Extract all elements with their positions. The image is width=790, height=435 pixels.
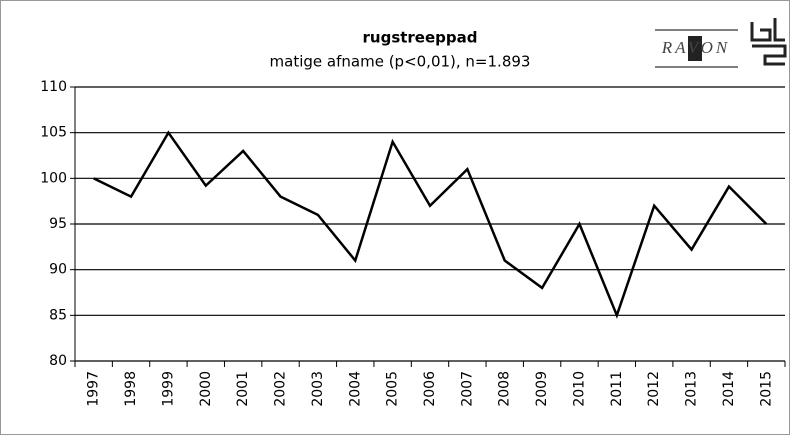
x-tick-label: 2009 <box>534 371 550 407</box>
x-tick-label: 2007 <box>459 371 475 407</box>
x-tick-label: 2013 <box>684 371 700 407</box>
x-tick-label: 2006 <box>422 371 438 407</box>
chart-subtitle: matige afname (p<0,01), n=1.893 <box>270 53 531 71</box>
y-tick-label: 90 <box>49 262 67 278</box>
x-tick-label: 2010 <box>571 371 587 407</box>
cbs-logo <box>750 18 787 66</box>
x-tick-label: 1997 <box>86 371 102 407</box>
x-tick-label: 2012 <box>646 371 662 407</box>
x-tick-label: 2014 <box>721 371 737 407</box>
x-tick-label: 2008 <box>497 371 513 407</box>
ravon-logo: RAVON <box>655 29 738 68</box>
x-tick-label: 2004 <box>347 371 363 407</box>
data-line <box>93 130 768 319</box>
x-tick-label: 1999 <box>160 371 176 407</box>
chart-title: rugstreeppad <box>363 29 478 47</box>
y-tick-label: 110 <box>40 79 67 95</box>
y-tick-label: 85 <box>49 307 67 323</box>
y-tick-label: 95 <box>49 216 67 232</box>
y-tick-label: 105 <box>40 125 67 141</box>
x-tick-label: 2003 <box>310 371 326 407</box>
x-tick-label: 2015 <box>758 371 774 407</box>
y-tick-label: 100 <box>40 170 67 186</box>
x-tick-label: 2001 <box>235 371 251 407</box>
x-tick-label: 2011 <box>609 371 625 407</box>
logo-text: RAVON <box>661 38 730 57</box>
x-tick-label: 2000 <box>198 371 214 407</box>
x-tick-label: 1998 <box>123 371 139 407</box>
y-tick-label: 80 <box>49 353 67 369</box>
x-tick-label: 2005 <box>385 371 401 407</box>
x-tick-label: 2002 <box>273 371 289 407</box>
